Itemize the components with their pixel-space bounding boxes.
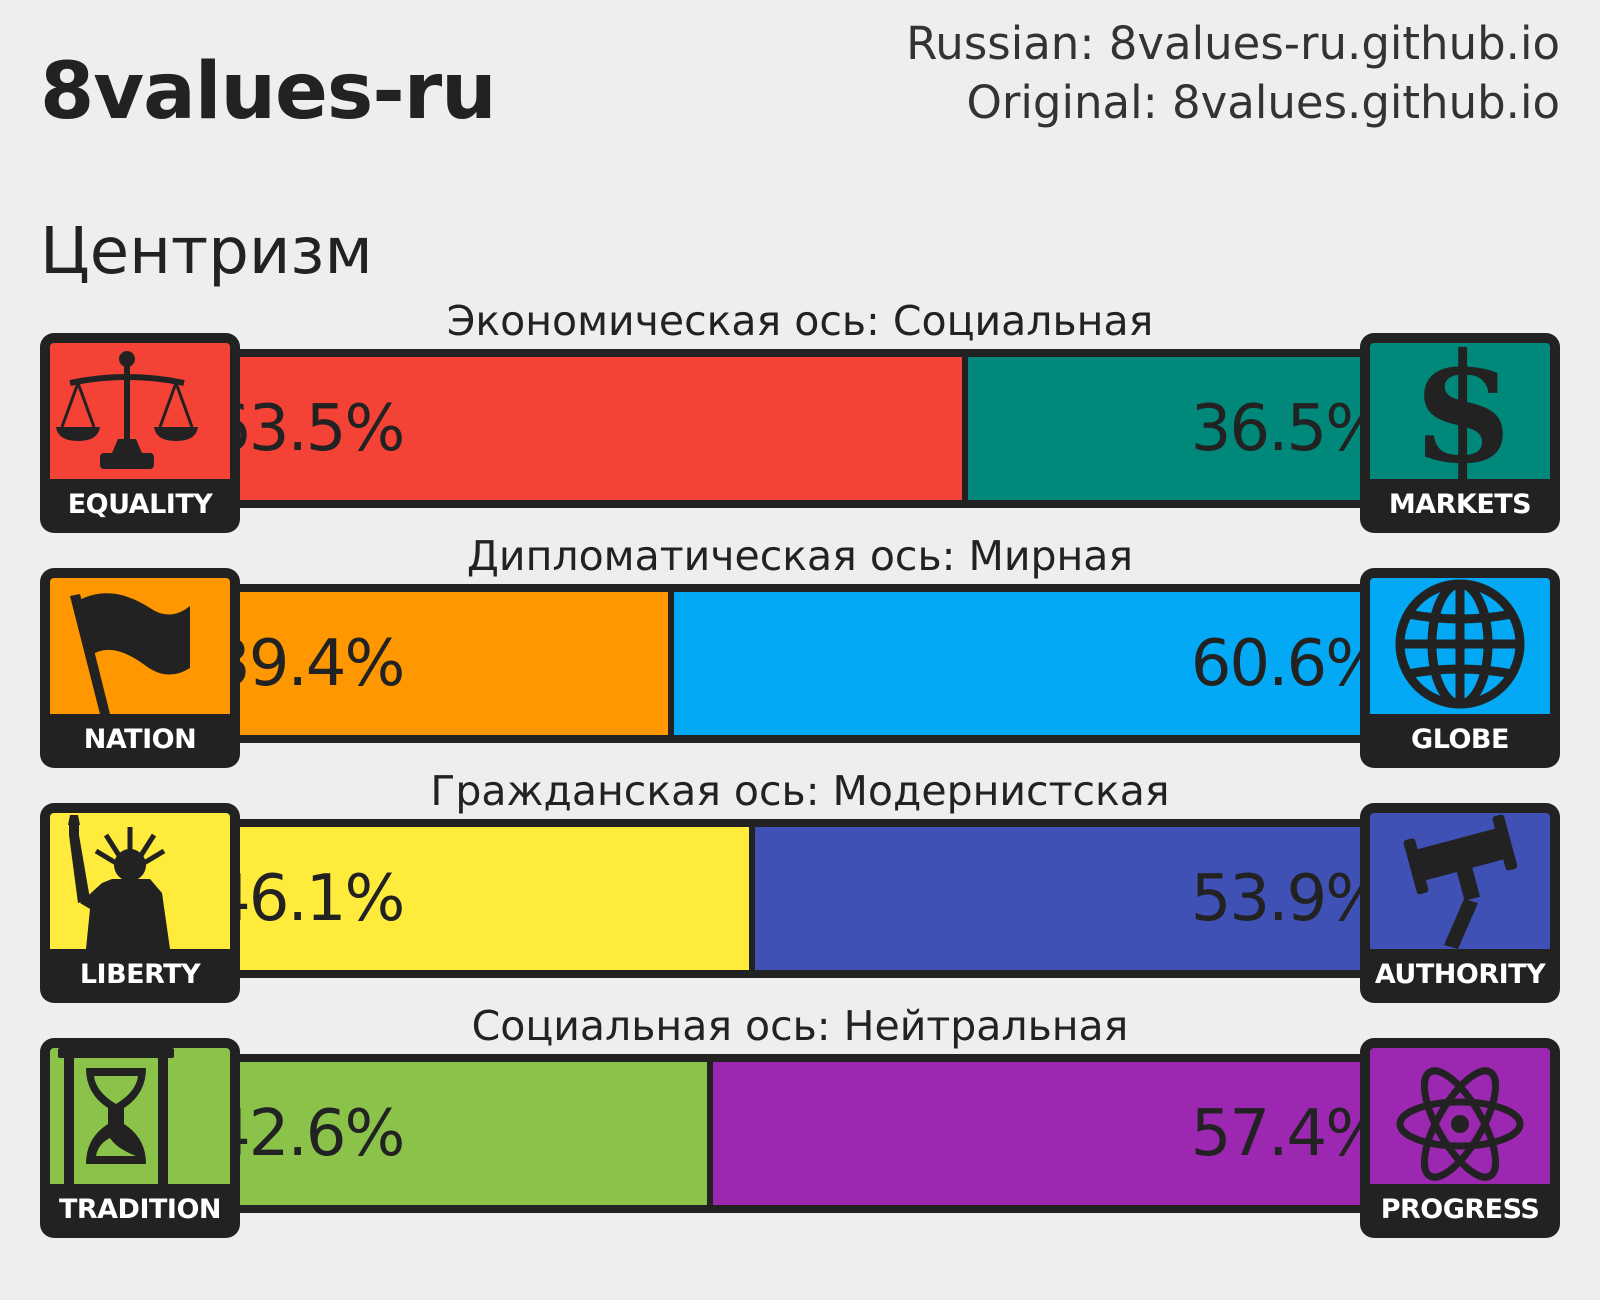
diplomatic-axis: Дипломатическая ось: Мирная 39.4% 60.6% NA… (40, 533, 1560, 768)
statue-of-liberty-icon (68, 815, 170, 949)
liberty-badge: LIBERTY (40, 803, 240, 1003)
equality-percent: 63.5% (210, 391, 405, 466)
globe-badge: GLOBE (1360, 568, 1560, 768)
progress-badge: PROGRESS (1360, 1038, 1560, 1238)
progress-badge-background (1370, 1048, 1550, 1184)
axis-title: Гражданская ось: Модернистская (430, 767, 1170, 815)
authority-badge: AUTHORITY (1360, 803, 1560, 1003)
source-links: Russian: 8values-ru.github.io Original: … (906, 14, 1560, 132)
russian-site-link[interactable]: Russian: 8values-ru.github.io (906, 17, 1560, 70)
nation-badge: NATION (40, 568, 240, 768)
axis-bar: 42.6% 57.4% (190, 1054, 1410, 1213)
equality-bar: 63.5% (190, 357, 962, 500)
nation-percent: 39.4% (210, 626, 405, 701)
dollar-icon: $ (1411, 343, 1515, 479)
equality-label: EQUALITY (67, 489, 213, 520)
authority-percent: 53.9% (1190, 861, 1386, 936)
progress-label: PROGRESS (1380, 1194, 1540, 1225)
nation-label: NATION (83, 724, 197, 755)
equality-badge: EQUALITY (40, 333, 240, 533)
globe-percent: 60.6% (1190, 626, 1386, 701)
markets-label: MARKETS (1388, 489, 1532, 520)
tradition-badge-background (50, 1048, 230, 1184)
societal-axis: Социальная ось: Нейтральная 42.6% 57.4% TR… (40, 1003, 1560, 1238)
economic-axis: Экономическая ось: Социальная 63.5% 36.5% … (40, 298, 1560, 533)
nation-badge-background (50, 578, 230, 714)
authority-badge-background (1370, 813, 1550, 949)
liberty-bar: 46.1% (190, 827, 750, 970)
site-title: 8values-ru (40, 47, 497, 137)
liberty-badge-background (50, 813, 230, 949)
atom-icon (1396, 1067, 1524, 1181)
tradition-badge: TRADITION (40, 1038, 240, 1238)
svg-text:$: $ (1411, 343, 1515, 479)
hourglass-icon (58, 1048, 174, 1184)
progress-bar: 57.4% (712, 1062, 1410, 1205)
tradition-bar: 42.6% (190, 1062, 707, 1205)
tradition-label: TRADITION (58, 1194, 222, 1225)
flag-icon (70, 593, 190, 714)
globe-badge-background (1370, 578, 1550, 714)
axis-bar: 63.5% 36.5% (190, 349, 1410, 508)
liberty-percent: 46.1% (210, 861, 405, 936)
ideology-result: Центризм (40, 215, 373, 289)
globe-icon (1395, 579, 1525, 709)
globe-label: GLOBE (1411, 724, 1509, 755)
nation-bar: 39.4% (190, 592, 668, 735)
scales-icon (56, 351, 198, 469)
axis-bar: 39.4% 60.6% (190, 584, 1410, 743)
markets-badge-background: $ (1370, 343, 1550, 479)
gavel-icon (1403, 814, 1518, 949)
tradition-percent: 42.6% (210, 1096, 405, 1171)
axis-title: Экономическая ось: Социальная (446, 297, 1154, 345)
markets-percent: 36.5% (1190, 391, 1386, 466)
globe-bar: 60.6% (673, 592, 1410, 735)
equality-badge-background (50, 343, 230, 479)
authority-label: AUTHORITY (1374, 959, 1546, 990)
axis-title: Дипломатическая ось: Мирная (466, 532, 1134, 580)
axis-bar: 46.1% 53.9% (190, 819, 1410, 978)
axis-title: Социальная ось: Нейтральная (471, 1002, 1129, 1050)
markets-bar: 36.5% (967, 357, 1410, 500)
progress-percent: 57.4% (1190, 1096, 1386, 1171)
civil-axis: Гражданская ось: Модернистская 46.1% 53.9%… (40, 768, 1560, 1003)
original-site-link[interactable]: Original: 8values.github.io (966, 76, 1560, 129)
markets-badge: $ MARKETS (1360, 333, 1560, 533)
authority-bar: 53.9% (755, 827, 1410, 970)
liberty-label: LIBERTY (79, 959, 201, 990)
